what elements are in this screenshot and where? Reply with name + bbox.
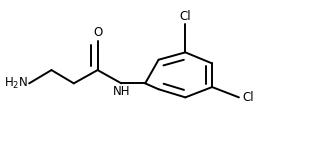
Text: NH: NH [113, 85, 130, 98]
Text: Cl: Cl [179, 10, 191, 23]
Text: O: O [93, 26, 102, 39]
Text: H$_2$N: H$_2$N [3, 76, 28, 91]
Text: Cl: Cl [242, 91, 253, 104]
